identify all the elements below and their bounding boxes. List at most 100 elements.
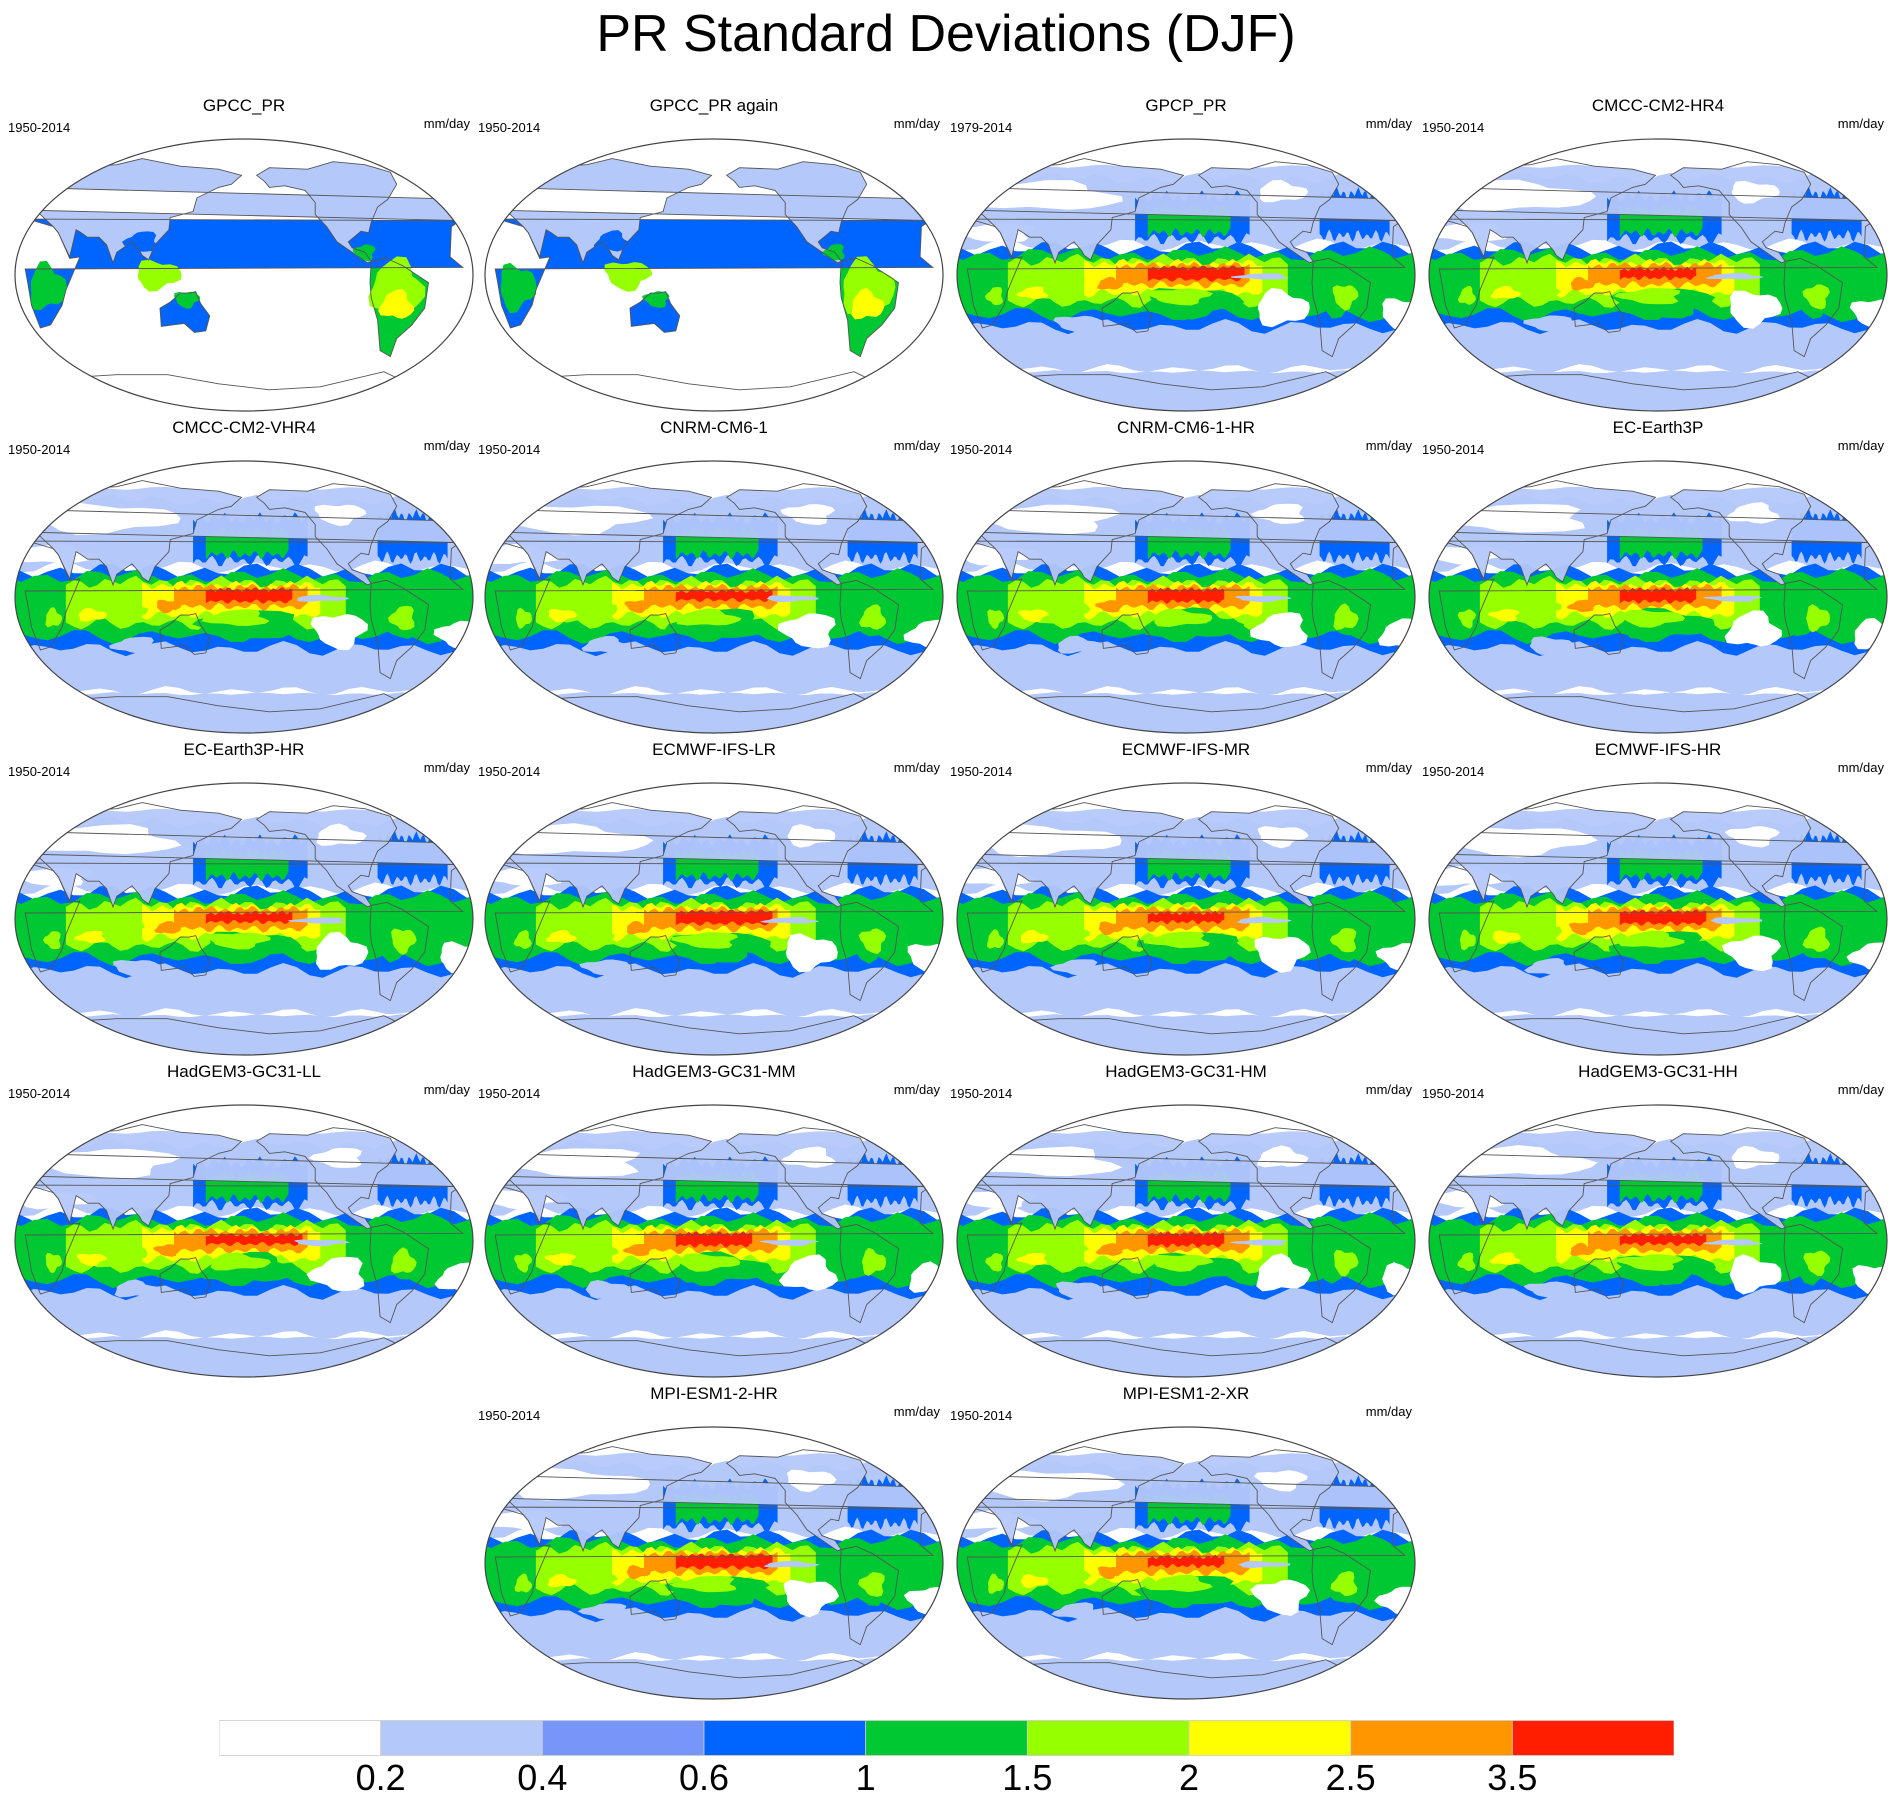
panel-period: 1950-2014 <box>950 1086 1013 1101</box>
coastline-south-america <box>1311 1545 1371 1646</box>
precip-field <box>485 1105 943 1377</box>
panel-units: mm/day <box>893 116 940 131</box>
coastline-north-america <box>1669 1127 1812 1230</box>
precip-field <box>957 1427 1415 1699</box>
coastline-south-america <box>1311 1223 1371 1324</box>
panel-period: 1950-2014 <box>1422 1086 1485 1101</box>
colorbar-tick-label: 2 <box>1178 1757 1200 1798</box>
panel-title: ECMWF-IFS-MR <box>1121 740 1251 759</box>
map-panel: ECMWF-IFS-LR 1950-2014 mm/day <box>478 740 950 1062</box>
coastlines <box>15 150 473 411</box>
panel-period: 1950-2014 <box>478 764 541 779</box>
coastline-north-america <box>255 1127 398 1230</box>
coastline-australia <box>1573 291 1625 333</box>
colorbar-tick-label: 1 <box>855 1757 876 1798</box>
panel-title: HadGEM3-GC31-HM <box>1105 1062 1267 1081</box>
coastline-australia <box>629 1257 681 1299</box>
colorbar-tick-label: 0.2 <box>355 1757 406 1798</box>
coastline-south-america <box>1783 579 1843 680</box>
precip-field <box>485 139 943 411</box>
map-border <box>484 138 944 412</box>
coastline-north-america <box>255 805 398 908</box>
coastline-north-america <box>725 1127 868 1230</box>
world-map <box>1428 460 1888 734</box>
panel-period: 1950-2014 <box>8 764 71 779</box>
panel-units: mm/day <box>1365 116 1412 131</box>
map-panel: EC-Earth3P-HR 1950-2014 mm/day <box>8 740 480 1062</box>
colorbar-swatch <box>1026 1720 1190 1756</box>
panel-title: HadGEM3-GC31-LL <box>166 1062 321 1081</box>
coastline-australia <box>159 291 211 333</box>
panel-units: mm/day <box>893 760 940 775</box>
panel-title: CMCC-CM2-VHR4 <box>172 418 316 437</box>
coastline-africa <box>494 218 935 329</box>
coastline-africa <box>1438 862 1879 973</box>
coastline-australia <box>629 291 681 333</box>
precip-field <box>1429 783 1887 1055</box>
colorbar-tick-label: 0.4 <box>517 1757 568 1798</box>
map-panel: CMCC-CM2-VHR4 1950-2014 mm/day <box>8 418 480 740</box>
panel-units: mm/day <box>1365 1082 1412 1097</box>
colorbar-swatch <box>380 1720 543 1756</box>
map-panel: HadGEM3-GC31-MM 1950-2014 mm/day <box>478 1062 950 1384</box>
map-border <box>956 782 1416 1056</box>
world-map <box>14 138 474 412</box>
coastlines <box>957 794 1415 1055</box>
panel-title: HadGEM3-GC31-MM <box>632 1062 796 1081</box>
map-border <box>1428 138 1888 412</box>
coastline-south-america <box>839 1545 899 1646</box>
coastline-north-america <box>725 161 868 264</box>
coastline-south-america <box>1311 579 1371 680</box>
coastline-north-america <box>1669 161 1812 264</box>
coastline-south-america <box>369 901 429 1002</box>
colorbar-swatch <box>1350 1720 1513 1756</box>
colorbar-swatch <box>1511 1720 1675 1756</box>
colorbar-swatch <box>218 1720 382 1756</box>
panel-period: 1979-2014 <box>950 120 1013 135</box>
colorbar-tick-label: 2.5 <box>1325 1757 1376 1798</box>
precip-field <box>1429 461 1887 733</box>
coastline-antarctica <box>485 1659 943 1699</box>
panel-units: mm/day <box>893 1404 940 1419</box>
coastline-antarctica <box>1429 1015 1887 1055</box>
panel-period: 1950-2014 <box>478 1408 541 1423</box>
map-panel: CNRM-CM6-1-HR 1950-2014 mm/day <box>950 418 1422 740</box>
panel-title: CNRM-CM6-1-HR <box>1117 418 1255 437</box>
world-map <box>484 1104 944 1378</box>
coastline-south-america <box>839 579 899 680</box>
map-border <box>956 1104 1416 1378</box>
coastline-south-america <box>839 257 899 358</box>
precip-field <box>957 783 1415 1055</box>
coastline-north-america <box>1197 1449 1340 1552</box>
map-panel: GPCC_PR again 1950-2014 mm/day <box>478 96 950 418</box>
coastline-north-america <box>1197 805 1340 908</box>
map-border <box>956 460 1416 734</box>
precip-field <box>485 783 943 1055</box>
colorbar-tick-label: 1.5 <box>1002 1757 1053 1798</box>
world-map <box>956 782 1416 1056</box>
coastline-antarctica <box>485 693 943 733</box>
map-panel: HadGEM3-GC31-HH 1950-2014 mm/day <box>1422 1062 1892 1384</box>
coastline-antarctica <box>485 371 943 411</box>
coastline-antarctica <box>957 1015 1415 1055</box>
coastline-africa <box>24 862 465 973</box>
coastline-africa <box>966 862 1407 973</box>
coastline-australia <box>1101 613 1153 655</box>
panel-units: mm/day <box>423 760 470 775</box>
world-map <box>14 460 474 734</box>
precip-field <box>485 1427 943 1699</box>
coastline-south-america <box>1311 257 1371 358</box>
panel-period: 1950-2014 <box>1422 764 1485 779</box>
precip-field <box>957 139 1415 411</box>
coastline-south-america <box>369 257 429 358</box>
coastline-north-america <box>725 805 868 908</box>
coastline-africa <box>494 1184 935 1295</box>
world-map <box>956 138 1416 412</box>
colorbar-tick-label: 0.6 <box>678 1757 730 1798</box>
coastline-south-america <box>369 579 429 680</box>
coastline-africa <box>966 1506 1407 1617</box>
panel-units: mm/day <box>893 1082 940 1097</box>
map-border <box>956 1426 1416 1700</box>
panel-units: mm/day <box>423 116 470 131</box>
world-map <box>14 1104 474 1378</box>
